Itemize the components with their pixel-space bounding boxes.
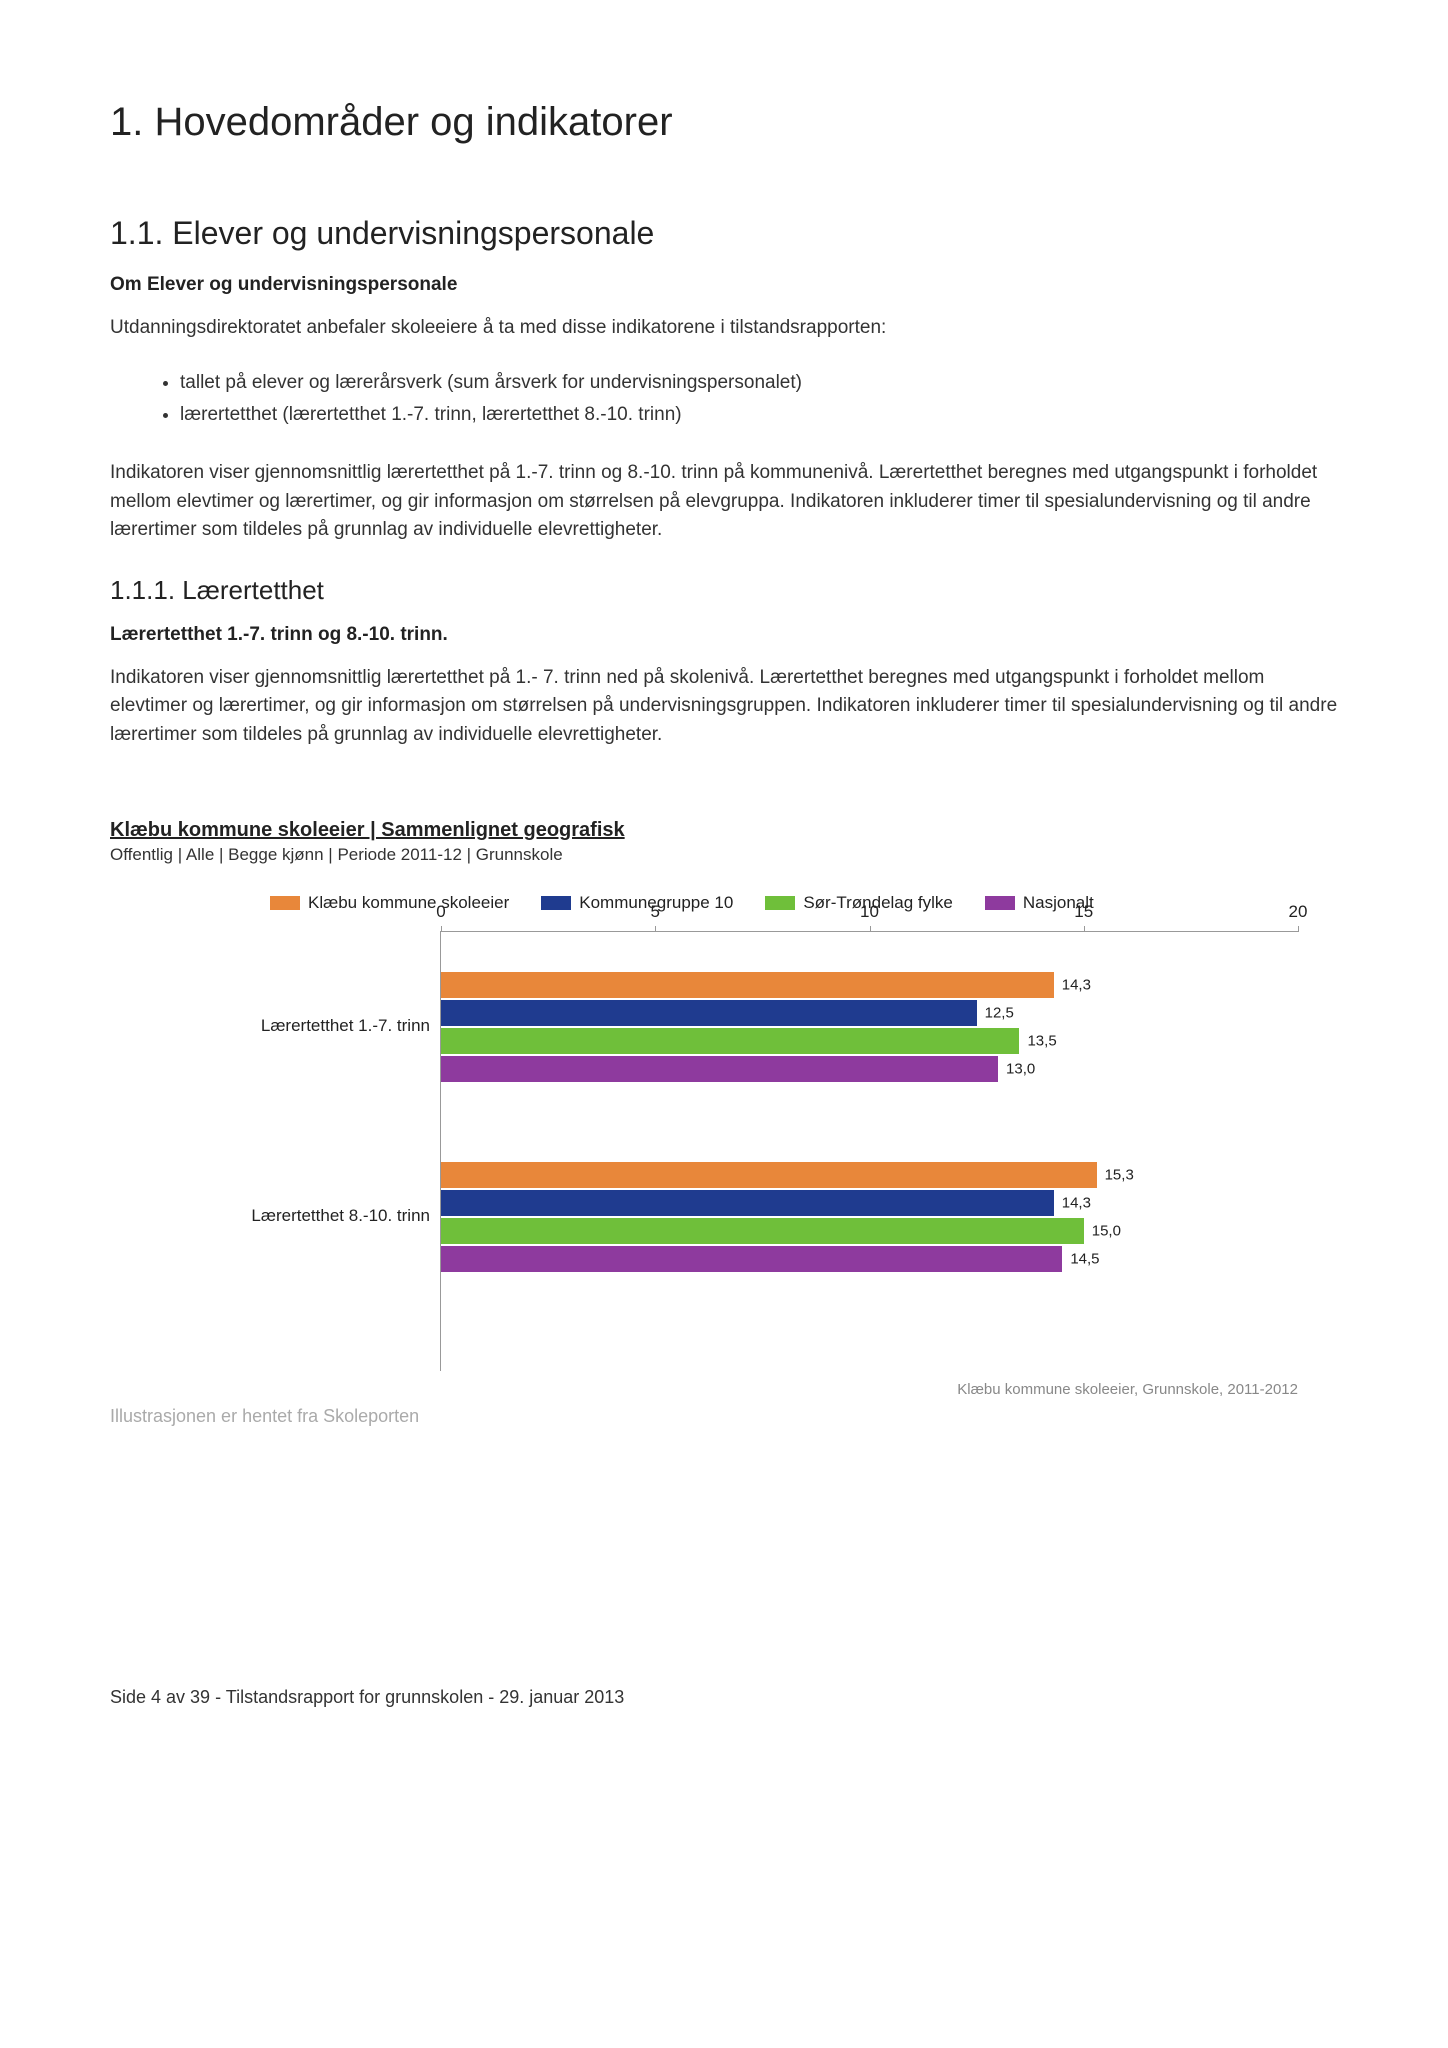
chart-illus-note: Illustrasjonen er hentet fra Skoleporten — [110, 1406, 1338, 1427]
bar — [441, 1056, 998, 1082]
x-tick-mark — [441, 926, 442, 932]
x-tick-label: 0 — [436, 902, 445, 922]
category-label: Lærertetthet 8.-10. trinn — [230, 1206, 430, 1226]
legend-swatch — [765, 896, 795, 910]
chart-source: Klæbu kommune skoleeier, Grunnskole, 201… — [230, 1381, 1338, 1398]
legend-swatch — [541, 896, 571, 910]
bar — [441, 1000, 977, 1026]
bar-value-label: 12,5 — [985, 1005, 1014, 1022]
x-tick-label: 20 — [1289, 902, 1308, 922]
x-tick-mark — [655, 926, 656, 932]
bar-value-label: 15,0 — [1092, 1223, 1121, 1240]
section-1-1-heading: 1.1. Elever og undervisningspersonale — [110, 215, 1338, 252]
x-tick-label: 15 — [1074, 902, 1093, 922]
legend-item: Klæbu kommune skoleeier — [270, 893, 509, 913]
page-footer: Side 4 av 39 - Tilstandsrapport for grun… — [110, 1687, 1338, 1708]
sub-1-1-1-bold: Lærertetthet 1.-7. trinn og 8.-10. trinn… — [110, 624, 1338, 646]
x-tick-mark — [1084, 926, 1085, 932]
bar-value-label: 14,5 — [1070, 1251, 1099, 1268]
legend-swatch — [270, 896, 300, 910]
chart-plot: 0510152014,312,513,513,015,314,315,014,5… — [230, 931, 1338, 1371]
bar-value-label: 13,5 — [1027, 1033, 1056, 1050]
bullet-list: tallet på elever og lærerårsverk (sum år… — [150, 367, 1338, 432]
legend-label: Klæbu kommune skoleeier — [308, 893, 509, 913]
list-item: tallet på elever og lærerårsverk (sum år… — [180, 367, 1338, 399]
chart-title: Klæbu kommune skoleeier | Sammenlignet g… — [110, 819, 1338, 842]
bar — [441, 1028, 1019, 1054]
chart-block: Klæbu kommune skoleeier | Sammenlignet g… — [110, 819, 1338, 1427]
bar — [441, 1218, 1084, 1244]
legend-item: Kommunegruppe 10 — [541, 893, 733, 913]
legend-swatch — [985, 896, 1015, 910]
x-tick-mark — [1298, 926, 1299, 932]
x-tick-mark — [870, 926, 871, 932]
para-intro: Utdanningsdirektoratet anbefaler skoleei… — [110, 314, 1338, 343]
chart-wrap: Klæbu kommune skoleeierKommunegruppe 10S… — [230, 893, 1338, 1398]
para-1-1-1: Indikatoren viser gjennomsnittlig lærert… — [110, 664, 1338, 750]
x-tick-label: 10 — [860, 902, 879, 922]
bar — [441, 1162, 1097, 1188]
bar — [441, 1190, 1054, 1216]
bar-value-label: 14,3 — [1062, 977, 1091, 994]
para-after-bullets: Indikatoren viser gjennomsnittlig lærert… — [110, 459, 1338, 545]
list-item: lærertetthet (lærertetthet 1.-7. trinn, … — [180, 399, 1338, 431]
x-tick-label: 5 — [651, 902, 660, 922]
category-label: Lærertetthet 1.-7. trinn — [230, 1016, 430, 1036]
heading-main: 1. Hovedområder og indikatorer — [110, 100, 1338, 145]
plot-area: 0510152014,312,513,513,015,314,315,014,5 — [440, 931, 1298, 1371]
bar-value-label: 14,3 — [1062, 1195, 1091, 1212]
bar-value-label: 15,3 — [1105, 1167, 1134, 1184]
sub-1-1-bold: Om Elever og undervisningspersonale — [110, 274, 1338, 296]
bar — [441, 1246, 1062, 1272]
bar-value-label: 13,0 — [1006, 1061, 1035, 1078]
chart-legend: Klæbu kommune skoleeierKommunegruppe 10S… — [230, 893, 1338, 913]
bar — [441, 972, 1054, 998]
section-1-1-1-heading: 1.1.1. Lærertetthet — [110, 575, 1338, 606]
chart-subtitle: Offentlig | Alle | Begge kjønn | Periode… — [110, 845, 1338, 865]
